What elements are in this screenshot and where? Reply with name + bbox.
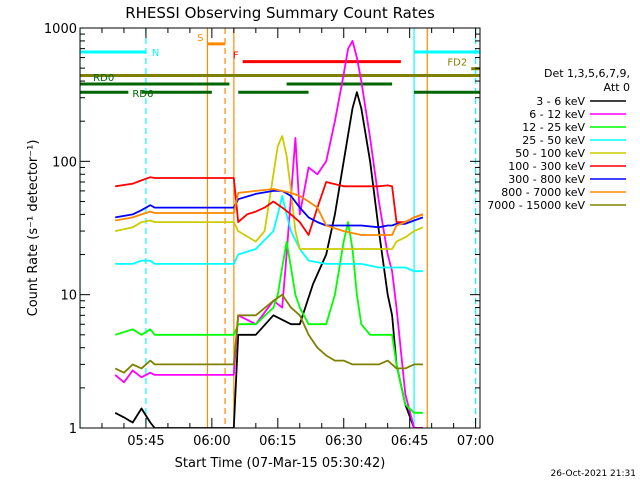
legend-header: Det 1,3,5,6,7,9, [544,67,630,80]
series-line-0 [114,91,423,428]
legend-label-5: 100 - 300 keV [508,160,585,173]
plot-frame [79,27,481,429]
legend-attenuator: Att 0 [604,81,630,94]
series-line-4 [115,135,424,250]
x-tick-label-5: 07:00 [457,434,494,449]
y-axis-label: Count Rate (s⁻¹ detector⁻¹) [26,140,41,317]
legend-label-2: 12 - 25 keV [522,121,585,134]
orbit-label-fd2: FD2 [447,58,467,69]
orbit-label-rd0: RD0 [93,73,114,84]
x-axis-ticks: 05:45 06:00 06:15 06:30 06:45 07:00 [101,28,494,449]
series-line-8 [114,293,423,374]
orbit-label-rd6: RD6 [132,89,153,100]
y-tick-label-2: 100 [52,155,77,170]
y-tick-label-1: 10 [60,289,77,304]
generation-timestamp: 26-Oct-2021 21:31 [551,469,636,479]
series-line-7 [115,188,424,236]
legend-label-8: 7000 - 15000 keV [487,199,585,212]
x-tick-label-3: 06:30 [325,434,362,449]
series-line-5 [115,176,424,236]
x-tick-label-2: 06:15 [259,434,296,449]
legend-label-7: 800 - 7000 keV [501,186,585,199]
y-tick-label-0: 1 [69,422,77,437]
series-line-1 [114,40,423,428]
legend-label-6: 300 - 800 keV [508,173,585,186]
legend-label-0: 3 - 6 keV [536,95,585,108]
series-line-6 [115,189,424,229]
legend-label-3: 25 - 50 keV [522,134,585,147]
orbit-label-n: N [152,48,159,59]
orbit-label-f: F [233,51,239,62]
y-axis-ticks: 1 10 100 1000 [44,22,480,437]
x-axis-label: Start Time (07-Mar-15 05:30:42) [175,456,386,471]
legend-label-4: 50 - 100 keV [515,147,585,160]
y-tick-label-3: 1000 [44,22,77,37]
chart-title: RHESSI Observing Summary Count Rates [125,4,435,22]
legend-label-1: 6 - 12 keV [529,108,585,121]
orbit-bars: N S F FD2 FD3 RD0 RD6 [80,33,499,100]
x-tick-label-0: 05:45 [127,434,164,449]
orbit-label-s: S [197,33,203,44]
series-lines [114,40,424,428]
x-tick-label-4: 06:45 [391,434,428,449]
orbit-label-fd3: FD3 [479,73,499,84]
x-tick-label-1: 06:00 [193,434,230,449]
series-line-2 [114,221,423,414]
series-line-3 [115,195,423,273]
